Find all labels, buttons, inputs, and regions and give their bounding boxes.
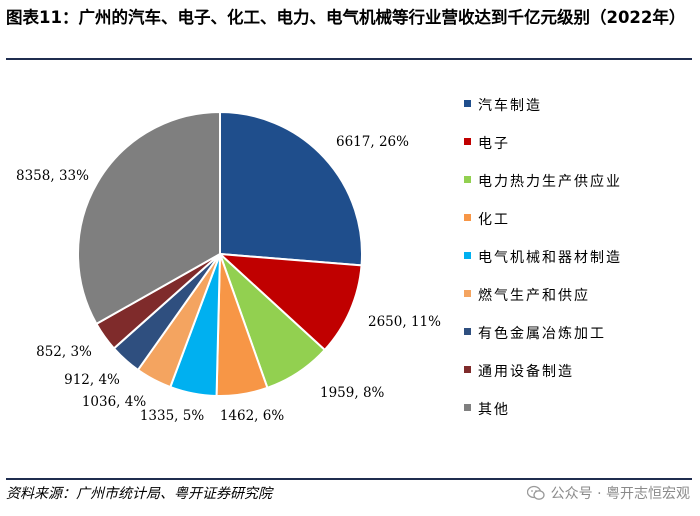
data-label: 1959, 8%: [320, 385, 385, 401]
legend-swatch: [464, 328, 471, 335]
data-label: 1462, 6%: [220, 408, 285, 424]
pie-chart: 6617, 26% 2650, 11% 1959, 8% 1462, 6% 1335, …: [16, 97, 622, 424]
legend-swatch: [464, 404, 471, 411]
legend-label: 燃气生产和供应: [478, 287, 590, 304]
data-label: 6617, 26%: [336, 134, 409, 150]
data-label: 1335, 5%: [140, 408, 205, 424]
pie-slice: [219, 110, 363, 267]
pie-slice: [217, 252, 363, 352]
data-labels: 6617, 26% 2650, 11% 1959, 8% 1462, 6% 1335, …: [16, 134, 441, 424]
watermark-text: 公众号 · 粤开志恒宏观: [550, 486, 690, 502]
data-label: 1036, 4%: [82, 394, 147, 410]
bottom-rule: [6, 478, 692, 480]
legend-label: 汽车制造: [478, 97, 542, 114]
legend-label: 电力热力生产供应业: [478, 173, 622, 190]
data-label: 8358, 33%: [16, 168, 89, 184]
legend-label: 其他: [478, 402, 510, 418]
legend-swatch: [464, 100, 471, 107]
wechat-icon: [526, 485, 545, 500]
legend-label: 化工: [478, 212, 510, 228]
legend-label: 电气机械和器材制造: [478, 250, 622, 266]
legend: 汽车制造电子电力热力生产供应业化工电气机械和器材制造燃气生产和供应有色金属冶炼加…: [464, 97, 622, 418]
source-note: 资料来源：广州市统计局、粤开证券研究院: [6, 486, 272, 502]
legend-swatch: [464, 138, 471, 145]
data-label: 852, 3%: [36, 344, 92, 360]
legend-label: 有色金属冶炼加工: [478, 325, 606, 342]
watermark: 公众号 · 粤开志恒宏观: [526, 483, 690, 503]
legend-swatch: [464, 290, 471, 297]
data-label: 912, 4%: [64, 372, 120, 388]
chart-title: 图表11：广州的汽车、电子、化工、电力、电气机械等行业营收达到千亿元级别（202…: [6, 8, 686, 27]
legend-swatch: [464, 176, 471, 183]
legend-label: 通用设备制造: [478, 363, 574, 380]
legend-swatch: [464, 214, 471, 221]
top-rule: [6, 58, 692, 60]
legend-swatch: [464, 366, 471, 373]
legend-swatch: [464, 252, 471, 259]
pie-slice: [77, 110, 221, 326]
data-label: 2650, 11%: [368, 314, 441, 330]
legend-label: 电子: [478, 136, 510, 152]
pie-slices: [77, 110, 363, 397]
